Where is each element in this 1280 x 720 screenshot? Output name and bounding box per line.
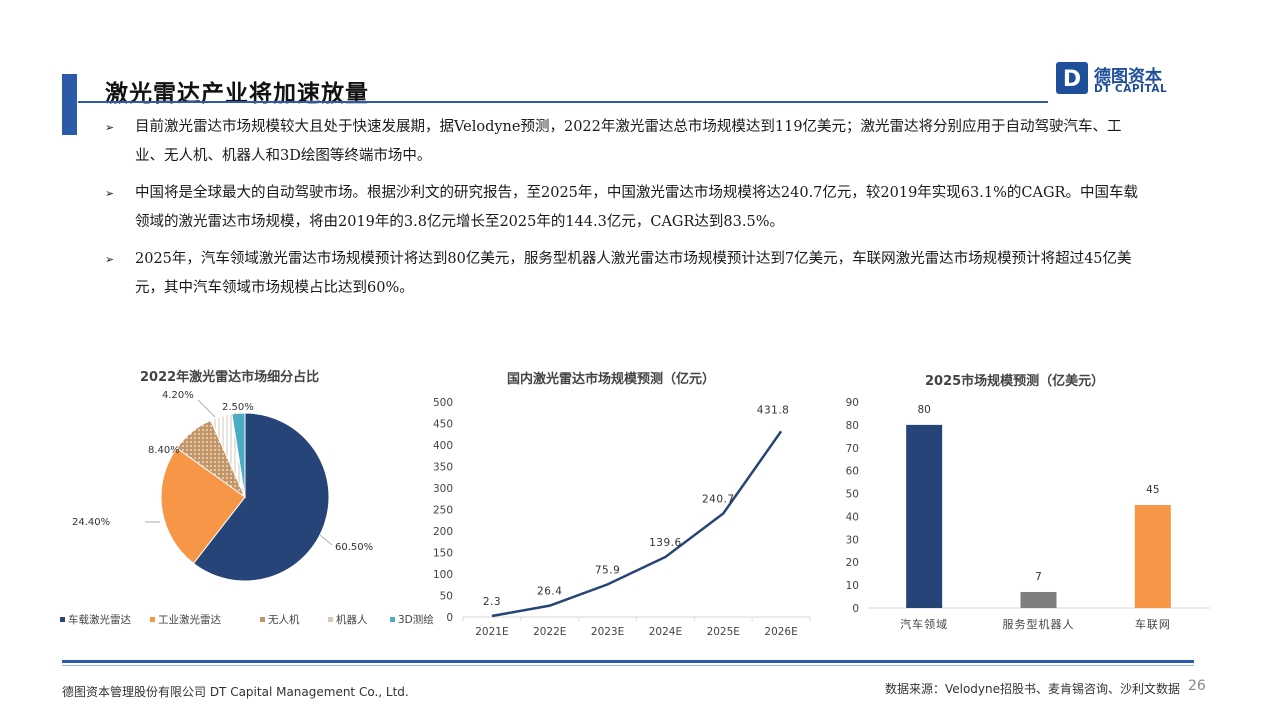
logo-text-en: DT CAPITAL xyxy=(1094,83,1168,95)
footer-company: 德图资本管理股份有限公司 DT Capital Management Co., … xyxy=(62,685,409,699)
y-tick-label: 80 xyxy=(846,420,859,432)
y-tick-label: 300 xyxy=(433,483,453,495)
line-chart-title: 国内激光雷达市场规模预测（亿元） xyxy=(507,372,716,387)
y-tick-label: 150 xyxy=(433,548,453,560)
data-label: 80 xyxy=(917,404,930,416)
x-tick-label: 2026E xyxy=(764,626,797,638)
y-tick-label: 50 xyxy=(846,489,859,501)
bullet-item: ➢ 中国将是全球最大的自动驾驶市场。根据沙利文的研究报告，至2025年，中国激光… xyxy=(105,179,1140,237)
x-tick-label: 服务型机器人 xyxy=(1003,617,1075,631)
data-label: 75.9 xyxy=(595,564,620,576)
bar xyxy=(1020,591,1057,608)
legend-swatch xyxy=(260,617,265,622)
y-tick-label: 60 xyxy=(846,466,859,478)
bullet-arrow-icon: ➢ xyxy=(105,121,115,134)
legend-item: 无人机 xyxy=(260,613,300,626)
y-tick-label: 400 xyxy=(433,440,453,452)
x-tick-label: 2021E xyxy=(475,626,508,638)
data-label: 7 xyxy=(1035,571,1042,583)
data-label: 240.7 xyxy=(702,493,735,505)
legend-label: 机器人 xyxy=(336,613,368,626)
x-tick-label: 汽车领域 xyxy=(900,617,948,631)
y-tick-label: 100 xyxy=(433,569,453,581)
pie-chart-title: 2022年激光雷达市场细分占比 xyxy=(140,370,320,385)
y-tick-label: 10 xyxy=(846,580,859,592)
pie-chart: 60.50% 24.40% 8.40% 4.20% 2.50% 车载激光雷达 工业激光雷达 无… xyxy=(60,390,434,626)
y-tick-label: 20 xyxy=(846,557,859,569)
series-line xyxy=(491,430,783,618)
y-tick-label: 40 xyxy=(846,511,859,523)
legend-item: 车载激光雷达 xyxy=(60,613,131,626)
data-label: 431.8 xyxy=(757,404,790,416)
bullet-text: 中国将是全球最大的自动驾驶市场。根据沙利文的研究报告，至2025年，中国激光雷达… xyxy=(135,185,1138,230)
title-accent-bar xyxy=(62,74,77,135)
logo-text-cn: 德图资本 xyxy=(1094,67,1162,87)
x-tick-label: 2022E xyxy=(533,626,566,638)
legend-label: 工业激光雷达 xyxy=(158,613,221,626)
legend-label: 3D测绘 xyxy=(398,613,434,626)
pie-slice xyxy=(192,412,330,582)
legend-swatch xyxy=(390,617,395,622)
bar-chart-title: 2025市场规模预测（亿美元） xyxy=(925,374,1105,389)
bullet-arrow-icon: ➢ xyxy=(105,253,115,266)
x-tick-label: 车联网 xyxy=(1135,617,1171,631)
bullet-list: ➢ 目前激光雷达市场规模较大且处于快速发展期，据Velodyne预测，2022年… xyxy=(105,113,1140,311)
legend-swatch xyxy=(60,617,65,622)
pie-slice xyxy=(160,447,246,565)
leader-line xyxy=(197,399,216,418)
bullet-item: ➢ 2025年，汽车领域激光雷达市场规模预计将达到80亿美元，服务型机器人激光雷… xyxy=(105,245,1140,303)
bullet-text: 目前激光雷达市场规模较大且处于快速发展期，据Velodyne预测，2022年激光… xyxy=(135,119,1122,164)
y-tick-label: 250 xyxy=(433,505,453,517)
bar-chart: 0 10 20 30 40 50 60 70 80 90 80 汽车领域 7 服务型机器人 45 车联网 xyxy=(846,397,1210,631)
pie-value-label: 60.50% xyxy=(335,542,373,553)
x-tick-label: 2023E xyxy=(591,626,624,638)
data-label: 45 xyxy=(1146,484,1159,496)
data-label: 2.3 xyxy=(483,596,501,608)
y-tick-label: 0 xyxy=(446,612,453,624)
legend-label: 车载激光雷达 xyxy=(68,613,131,626)
company-logo: D 德图资本 DT CAPITAL xyxy=(1056,62,1180,98)
x-tick-label: 2024E xyxy=(649,626,682,638)
legend-item: 工业激光雷达 xyxy=(150,613,221,626)
title-divider xyxy=(78,101,1048,103)
pie-value-label: 2.50% xyxy=(222,402,254,413)
y-tick-label: 50 xyxy=(440,591,453,603)
y-tick-label: 70 xyxy=(846,443,859,455)
footer-divider-thin xyxy=(62,665,1194,666)
bullet-item: ➢ 目前激光雷达市场规模较大且处于快速发展期，据Velodyne预测，2022年… xyxy=(105,113,1140,171)
y-tick-label: 500 xyxy=(433,397,453,409)
y-tick-label: 450 xyxy=(433,419,453,431)
y-tick-label: 350 xyxy=(433,462,453,474)
y-tick-label: 0 xyxy=(852,603,859,615)
bullet-arrow-icon: ➢ xyxy=(105,187,115,200)
pie-value-label: 8.40% xyxy=(148,445,180,456)
bar xyxy=(1134,505,1171,608)
y-tick-label: 200 xyxy=(433,526,453,538)
pie-value-label: 24.40% xyxy=(72,517,110,528)
bar xyxy=(906,424,943,608)
data-label: 26.4 xyxy=(537,586,562,598)
y-tick-label: 30 xyxy=(846,534,859,546)
legend-item: 3D测绘 xyxy=(390,613,434,626)
pie-value-label: 4.20% xyxy=(162,390,194,401)
legend-item: 机器人 xyxy=(328,613,368,626)
pie-slice xyxy=(231,412,246,498)
page-number: 26 xyxy=(1188,678,1206,694)
legend-swatch xyxy=(150,617,155,622)
line-chart: 0 50 100 150 200 250 300 350 400 450 500 2021E 2022E… xyxy=(433,397,811,638)
dt-logo-icon: D xyxy=(1056,62,1088,94)
legend-label: 无人机 xyxy=(268,613,300,626)
x-tick-label: 2025E xyxy=(707,626,740,638)
data-label: 139.6 xyxy=(649,537,682,549)
leader-line xyxy=(319,534,333,546)
leader-line xyxy=(234,412,239,418)
legend-swatch xyxy=(328,617,333,622)
y-tick-label: 90 xyxy=(846,397,859,409)
footer-source: 数据来源：Velodyne招股书、麦肯锡咨询、沙利文数据 xyxy=(884,682,1180,696)
logo-letter: D xyxy=(1063,67,1081,92)
footer-divider xyxy=(62,660,1194,663)
bullet-text: 2025年，汽车领域激光雷达市场规模预计将达到80亿美元，服务型机器人激光雷达市… xyxy=(135,251,1132,296)
